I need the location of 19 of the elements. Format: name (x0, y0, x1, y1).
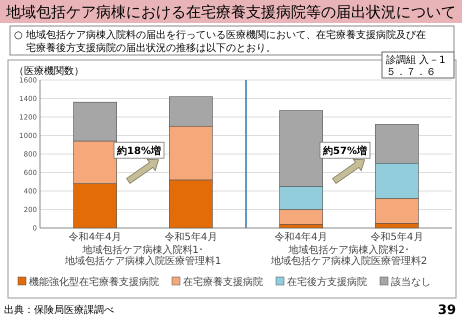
text: 39 (438, 303, 456, 318)
chart-title: 地域包括ケア病棟における在宅療養支援病院等の届出状況について (5, 3, 456, 21)
legend-label: 該当なし (391, 276, 431, 288)
x-tick-label: 令和5年4月 (164, 231, 218, 243)
x-tick-label: 令和4年4月 (274, 231, 328, 243)
source-note: 出典：保険局医療課調べ (4, 304, 114, 316)
annotation: 約57%増 (322, 145, 367, 158)
x-tick-label: 令和5年4月 (370, 231, 424, 243)
text: 診調組 入－1 (386, 54, 446, 66)
y-axis-title: （医療機関数） (14, 65, 84, 77)
legend-label: 在宅療養支援病院 (183, 276, 263, 288)
text: ５．７．６ (386, 67, 436, 78)
x-tick-label: 令和4年4月 (68, 231, 122, 243)
legend-label: 機能強化型在宅療養支援病院 (29, 276, 159, 288)
annotation: 約18%増 (116, 145, 161, 158)
x-axis-title: 地域包括ケア病棟入院料1･地域包括ケア病棟入院医療管理料1 (64, 244, 222, 267)
chart-subtitle: ○ 地域包括ケア病棟入院料の届出を行っている医療機関において、在宅療養支援病院及び在宅療養後方支援病院の届出状況の推移は以下のとおり。 (14, 29, 426, 54)
x-axis-title: 地域包括ケア病棟入院料2･地域包括ケア病棟入院医療管理料2 (270, 244, 428, 267)
legend-label: 在宅後方支援病院 (287, 276, 367, 288)
